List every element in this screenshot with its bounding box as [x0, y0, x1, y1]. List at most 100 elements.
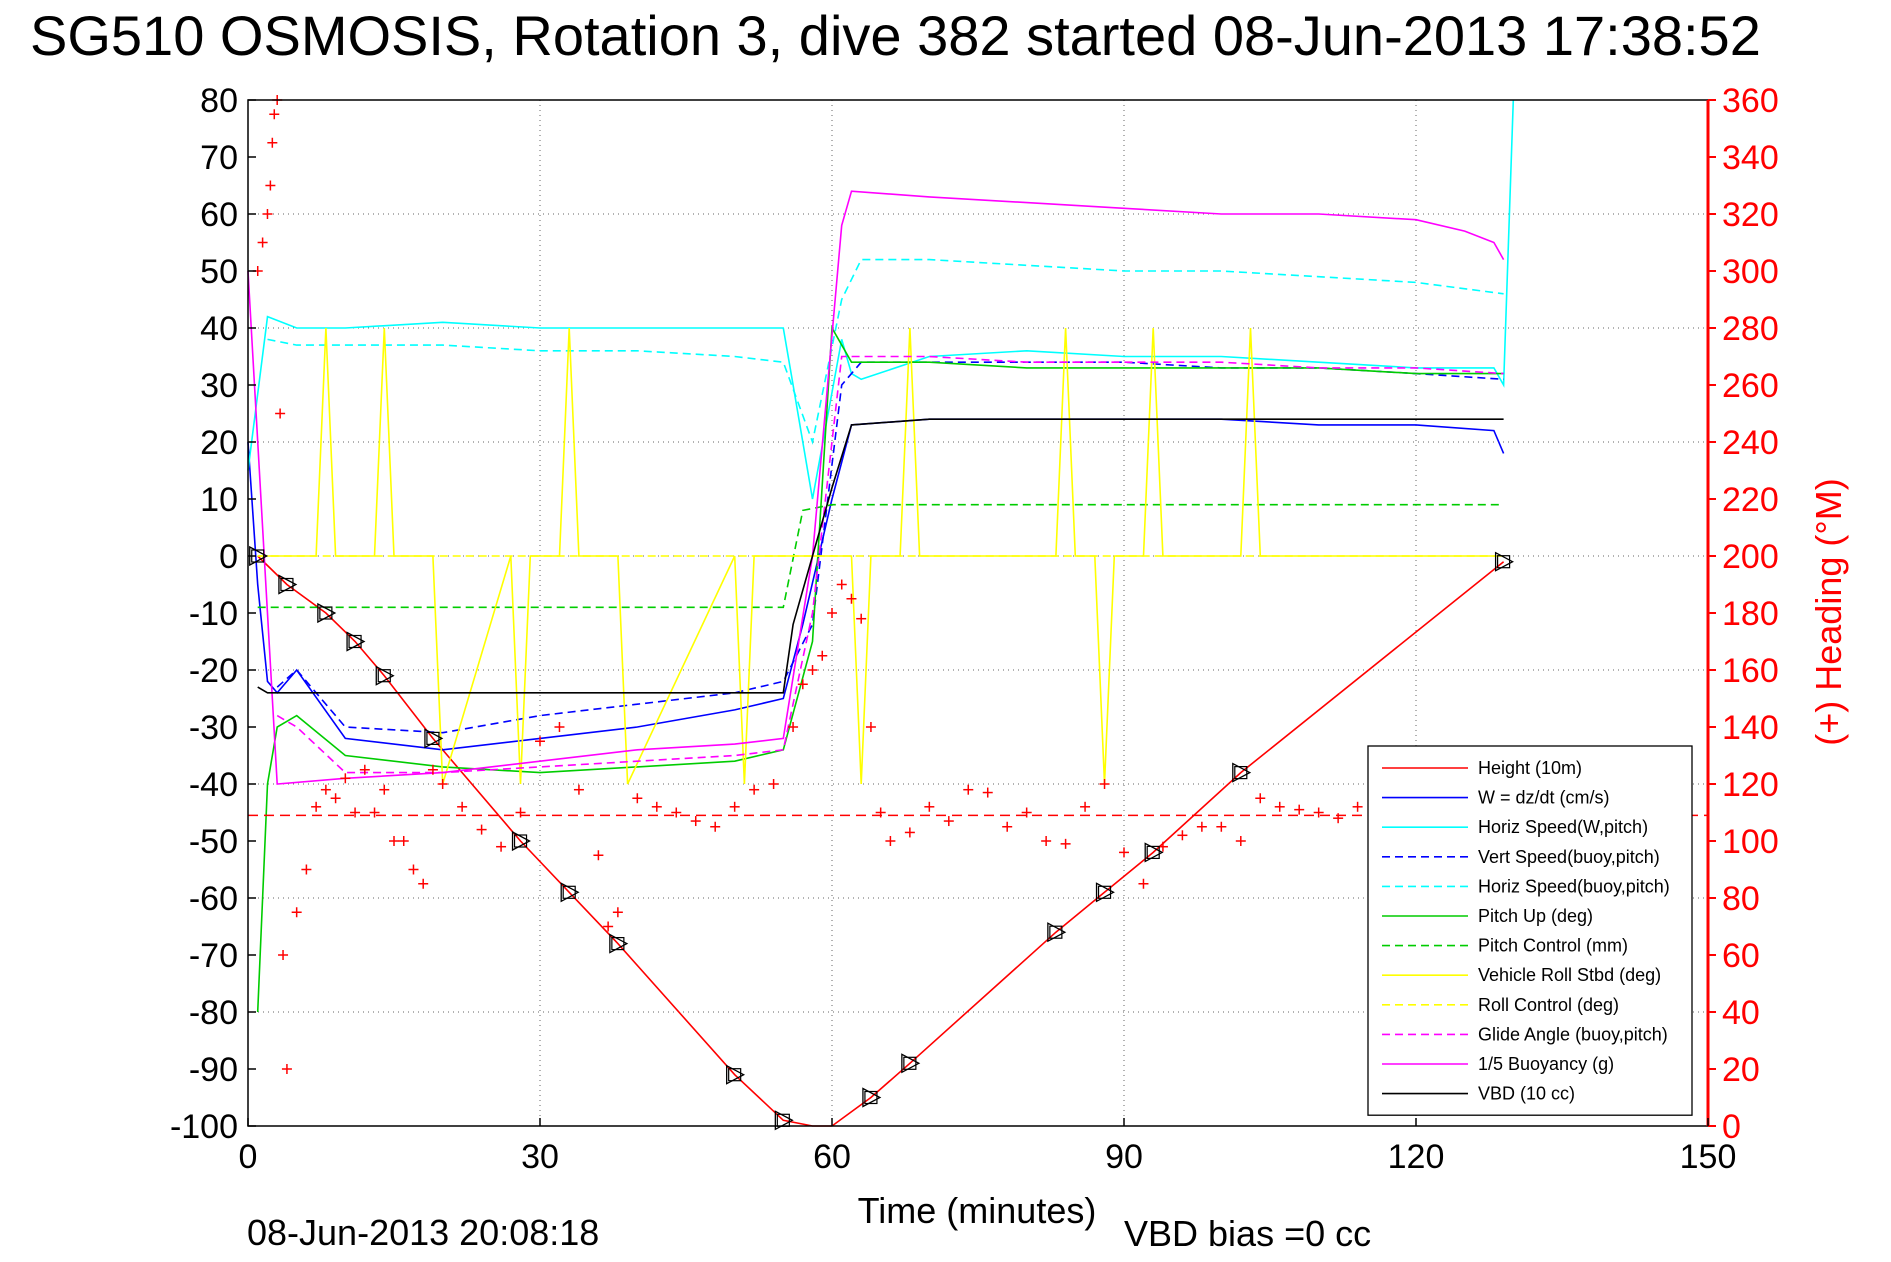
- heading-point: [1216, 821, 1227, 832]
- heading-point: [865, 722, 876, 732]
- left-tick-label: -80: [189, 994, 238, 1032]
- right-tick-label: 360: [1722, 82, 1779, 120]
- left-tick-label: -20: [189, 652, 238, 690]
- heading-point: [836, 579, 847, 590]
- heading-point: [281, 1064, 292, 1074]
- series-line: [257, 555, 1505, 1127]
- heading-point: [788, 722, 799, 732]
- legend: Height (10m) W = dz/dt (cm/s) Horiz Speed(…: [1367, 745, 1693, 1116]
- heading-point: [311, 801, 322, 812]
- heading-point: [262, 209, 273, 219]
- heading-point: [1060, 838, 1071, 849]
- depth-marker: [511, 830, 531, 852]
- right-y-ticks: 3603403203002802602402202001801601401201…: [1708, 82, 1779, 1146]
- heading-point: [593, 850, 604, 861]
- depth-markers: [249, 545, 1514, 1131]
- right-tick-label: 300: [1722, 253, 1779, 291]
- heading-point: [278, 950, 289, 960]
- depth-marker-square: [426, 731, 440, 746]
- left-tick-label: -40: [189, 766, 238, 804]
- heading-point: [612, 907, 623, 918]
- heading-point: [267, 137, 278, 148]
- heading-point: [729, 801, 740, 812]
- heading-point: [1138, 878, 1149, 889]
- legend-label: Horiz Speed(buoy,pitch): [1478, 876, 1670, 896]
- heading-point: [418, 878, 429, 889]
- heading-point: [856, 613, 867, 624]
- heading-point: [651, 801, 662, 812]
- heading-point: [1196, 821, 1207, 832]
- left-tick-label: -90: [189, 1051, 238, 1089]
- depth-marker: [346, 631, 366, 652]
- series-line: [247, 190, 1505, 785]
- heading-point: [330, 793, 341, 804]
- x-tick-label: 90: [1105, 1138, 1143, 1176]
- left-tick-label: 70: [200, 139, 238, 177]
- left-tick-label: -30: [189, 709, 238, 747]
- heading-point: [710, 821, 721, 832]
- heading-point: [671, 807, 682, 818]
- heading-point: [350, 807, 361, 818]
- heading-point: [817, 650, 828, 661]
- heading-point: [1255, 793, 1266, 804]
- depth-marker-triangle: [511, 830, 531, 852]
- right-tick-label: 320: [1722, 196, 1779, 234]
- heading-point: [768, 779, 779, 789]
- heading-point: [1002, 821, 1013, 832]
- heading-point: [749, 784, 760, 795]
- x-tick-label: 60: [813, 1138, 851, 1176]
- heading-point: [573, 784, 584, 795]
- series-layer: [247, 99, 1515, 1127]
- heading-point: [904, 827, 915, 838]
- depth-marker-square: [377, 669, 391, 683]
- left-tick-label: 20: [200, 424, 238, 462]
- heading-point: [885, 836, 896, 846]
- legend-label: Glide Angle (buoy,pitch): [1478, 1024, 1668, 1044]
- heading-point: [437, 779, 448, 789]
- heading-point: [379, 784, 390, 795]
- heading-point: [427, 764, 438, 775]
- heading-point: [690, 816, 701, 827]
- depth-marker-triangle: [1047, 922, 1067, 943]
- heading-point: [1041, 836, 1052, 846]
- heading-point: [291, 907, 302, 918]
- heading-point: [1313, 807, 1324, 818]
- heading-point: [807, 665, 818, 675]
- depth-marker-triangle: [375, 665, 395, 686]
- heading-point: [389, 836, 399, 846]
- series-line: [247, 99, 1515, 500]
- x-tick-label: 0: [239, 1138, 258, 1176]
- right-tick-label: 80: [1722, 880, 1760, 918]
- x-ticks: 0 30 60 90 120 150: [239, 1118, 1736, 1176]
- left-tick-label: 10: [200, 481, 238, 519]
- right-tick-label: 120: [1722, 766, 1779, 804]
- heading-point: [275, 408, 286, 419]
- right-tick-label: 180: [1722, 595, 1779, 633]
- right-tick-label: 260: [1722, 367, 1779, 405]
- depth-marker-square: [513, 834, 528, 848]
- depth-marker: [609, 933, 629, 954]
- depth-marker: [1494, 551, 1514, 572]
- depth-marker-triangle: [901, 1053, 921, 1074]
- right-tick-label: 0: [1722, 1108, 1741, 1146]
- depth-marker: [424, 728, 444, 749]
- right-tick-label: 100: [1722, 823, 1779, 861]
- heading-point: [1099, 779, 1110, 789]
- depth-marker-square: [1049, 925, 1063, 939]
- vbd-bias-label: VBD bias =0 cc: [1124, 1213, 1371, 1254]
- depth-marker: [1095, 882, 1115, 903]
- left-tick-label: -100: [170, 1108, 238, 1146]
- heading-point: [1080, 801, 1091, 812]
- heading-point: [943, 816, 954, 827]
- depth-marker-square: [903, 1056, 917, 1070]
- depth-marker-triangle: [317, 602, 337, 624]
- depth-marker-triangle: [1232, 762, 1252, 783]
- depth-marker-square: [1234, 765, 1248, 780]
- heading-point: [797, 679, 808, 690]
- depth-marker-triangle: [726, 1064, 746, 1085]
- left-tick-label: 30: [200, 367, 238, 405]
- left-tick-label: -10: [189, 595, 238, 633]
- x-tick-label: 120: [1388, 1138, 1445, 1176]
- left-tick-label: -60: [189, 880, 238, 918]
- heading-point: [1235, 836, 1246, 846]
